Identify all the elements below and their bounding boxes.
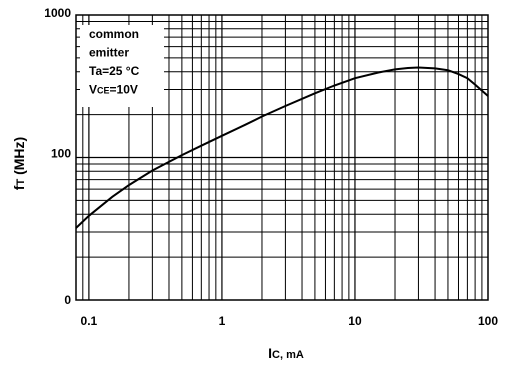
y-axis-title-unit: (MHz) xyxy=(11,137,27,179)
legend-line-4: VCE=10V xyxy=(89,83,138,97)
y-axis-title: fT (MHz) xyxy=(11,137,27,190)
y-axis-title-sub: T xyxy=(15,179,27,186)
legend-background xyxy=(80,25,164,107)
y-tick-label: 1000 xyxy=(44,6,71,20)
x-tick-label: 100 xyxy=(478,314,498,328)
plot-frame xyxy=(75,14,489,301)
y-tick-label: 0 xyxy=(64,293,71,307)
y-axis-title-main: f xyxy=(11,185,27,190)
x-axis-title: IC, mA xyxy=(268,345,304,361)
legend-line-2: emitter xyxy=(89,46,129,60)
legend-vce-suffix: =10V xyxy=(110,83,138,97)
x-tick-label: 1 xyxy=(219,314,226,328)
series-line xyxy=(75,66,489,229)
x-axis-title-sub: C, mA xyxy=(272,349,304,361)
legend: common emitter Ta=25 °C VCE=10V xyxy=(80,25,164,107)
series-layer xyxy=(75,66,489,229)
legend-vce-prefix: V xyxy=(89,83,97,97)
grid xyxy=(76,15,488,300)
legend-line-1: common xyxy=(89,27,139,41)
x-tick-label: 0.1 xyxy=(81,314,98,328)
legend-line-3: Ta=25 °C xyxy=(89,64,140,78)
y-tick-label: 100 xyxy=(51,147,71,161)
x-axis-title-main: I xyxy=(268,345,272,361)
x-tick-label: 10 xyxy=(348,314,362,328)
legend-vce-sub: CE xyxy=(97,86,110,96)
